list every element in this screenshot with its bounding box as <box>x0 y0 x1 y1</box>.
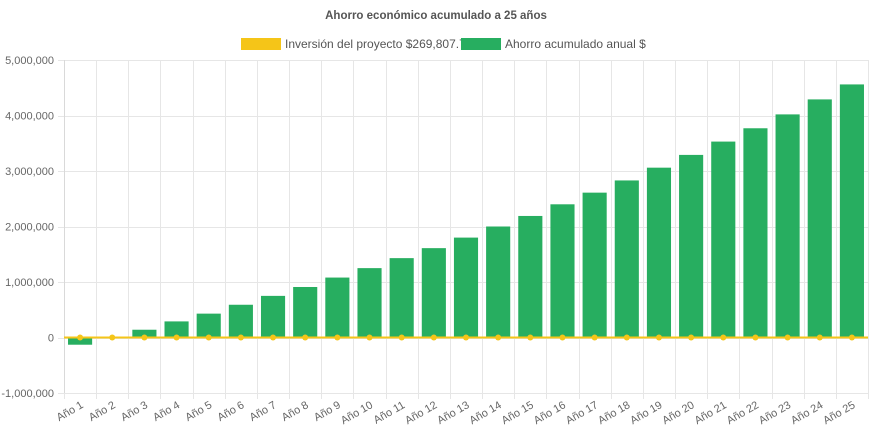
x-tick-label: Año 22 <box>725 399 761 427</box>
x-tick-label: Año 11 <box>372 399 407 426</box>
y-tick-label: -1,000,000 <box>1 388 54 400</box>
point-inversion-25[interactable] <box>848 334 855 341</box>
y-tick-label: 2,000,000 <box>5 222 54 234</box>
point-inversion-10[interactable] <box>366 334 373 341</box>
point-inversion-13[interactable] <box>463 334 469 341</box>
bar-ahorro-4[interactable] <box>164 321 189 338</box>
bar-ahorro-14[interactable] <box>486 226 511 338</box>
x-tick-label: Año 4 <box>151 399 182 424</box>
bar-ahorro-19[interactable] <box>646 167 672 338</box>
bar-ahorro-5[interactable] <box>196 313 221 338</box>
point-inversion-5[interactable] <box>205 334 212 341</box>
x-tick-label: Año 10 <box>339 399 375 427</box>
legend-item-inversion[interactable]: Inversión del proyecto $269,807.74 <box>241 37 473 51</box>
bar-ahorro-16[interactable] <box>550 204 575 338</box>
bar-ahorro-17[interactable] <box>582 192 607 338</box>
legend-label-inversion: Inversión del proyecto $269,807.74 <box>285 37 473 51</box>
x-tick-label: Año 24 <box>789 399 825 427</box>
bar-ahorro-10[interactable] <box>357 268 382 338</box>
x-tick-label: Año 8 <box>280 399 311 424</box>
x-tick-label: Año 21 <box>693 399 729 427</box>
y-tick-label: 4,000,000 <box>5 111 54 123</box>
legend-swatch-inversion <box>241 38 281 50</box>
x-tick-label: Año 14 <box>467 399 503 427</box>
legend-label-ahorro: Ahorro acumulado anual $ <box>505 37 646 51</box>
point-inversion-15[interactable] <box>527 334 534 341</box>
bar-ahorro-20[interactable] <box>679 154 704 338</box>
point-inversion-12[interactable] <box>430 334 437 341</box>
point-inversion-23[interactable] <box>784 334 791 341</box>
bar-ahorro-23[interactable] <box>775 114 800 338</box>
legend-swatch-ahorro <box>461 38 501 50</box>
x-axis-ticks: Año 1 Año 2 Año 3 Año 4 Año 5 Año 6 Año 7 Año 8… <box>55 399 858 427</box>
y-axis-ticks: -1,000,000 0 1,000,000 2,000,000 3,000,000 4,… <box>1 55 54 400</box>
bar-ahorro-13[interactable] <box>453 237 479 338</box>
point-inversion-2[interactable] <box>109 334 116 341</box>
x-tick-label: Año 1 <box>55 399 86 424</box>
x-tick-label: Año 12 <box>403 399 439 427</box>
legend: Inversión del proyecto $269,807.74 Ahorr… <box>241 37 646 51</box>
point-inversion-22[interactable] <box>752 334 759 341</box>
bar-ahorro-21[interactable] <box>711 141 736 338</box>
point-inversion-7[interactable] <box>270 334 277 341</box>
point-inversion-17[interactable] <box>591 334 598 341</box>
y-tick-label: 3,000,000 <box>5 166 54 178</box>
x-tick-label: Año 20 <box>660 399 696 427</box>
bar-ahorro-15[interactable] <box>518 215 543 338</box>
y-tick-label: 0 <box>48 333 54 345</box>
line-layer <box>64 334 868 341</box>
bar-ahorro-6[interactable] <box>228 304 253 338</box>
bar-ahorro-1[interactable] <box>68 337 93 345</box>
x-tick-label: Año 5 <box>183 399 214 424</box>
x-tick-label: Año 19 <box>628 399 664 427</box>
bar-ahorro-9[interactable] <box>325 277 350 338</box>
point-inversion-16[interactable] <box>559 334 566 341</box>
bar-ahorro-22[interactable] <box>743 128 768 338</box>
y-tick-label: 5,000,000 <box>5 55 54 67</box>
x-tick-label: Año 6 <box>215 399 246 424</box>
bar-ahorro-18[interactable] <box>614 180 639 338</box>
bar-ahorro-8[interactable] <box>293 286 318 338</box>
point-inversion-20[interactable] <box>688 334 695 341</box>
x-tick-label: Año 16 <box>532 399 568 427</box>
grid-layer <box>58 60 869 399</box>
bar-ahorro-7[interactable] <box>260 295 286 338</box>
point-inversion-24[interactable] <box>816 334 823 341</box>
x-tick-label: Año 25 <box>821 399 857 427</box>
legend-item-ahorro[interactable]: Ahorro acumulado anual $ <box>461 37 646 51</box>
x-tick-label: Año 9 <box>312 399 343 424</box>
x-tick-label: Año 3 <box>119 399 150 424</box>
x-tick-label: Año 7 <box>248 399 279 424</box>
bar-ahorro-3[interactable] <box>132 329 157 338</box>
bar-ahorro-24[interactable] <box>807 99 832 338</box>
chart-title: Ahorro económico acumulado a 25 años <box>325 10 547 22</box>
point-inversion-6[interactable] <box>237 334 244 341</box>
point-inversion-9[interactable] <box>334 334 341 341</box>
bar-layer <box>68 84 864 345</box>
bar-ahorro-11[interactable] <box>389 258 414 338</box>
point-inversion-1[interactable] <box>77 334 84 341</box>
bar-ahorro-12[interactable] <box>421 248 446 338</box>
x-tick-label: Año 2 <box>87 399 118 424</box>
x-tick-label: Año 23 <box>757 399 793 427</box>
x-tick-label: Año 18 <box>596 399 632 427</box>
point-inversion-8[interactable] <box>302 334 309 341</box>
point-inversion-19[interactable] <box>655 334 662 341</box>
y-tick-label: 1,000,000 <box>5 277 54 289</box>
bar-ahorro-25[interactable] <box>839 84 864 338</box>
x-tick-label: Año 13 <box>435 399 471 427</box>
point-inversion-21[interactable] <box>720 334 727 341</box>
point-inversion-4[interactable] <box>173 334 180 341</box>
point-inversion-18[interactable] <box>623 334 630 341</box>
x-tick-label: Año 15 <box>500 399 536 427</box>
point-inversion-3[interactable] <box>141 334 148 341</box>
point-inversion-11[interactable] <box>398 334 405 341</box>
point-inversion-14[interactable] <box>495 334 502 341</box>
x-tick-label: Año 17 <box>564 399 600 427</box>
